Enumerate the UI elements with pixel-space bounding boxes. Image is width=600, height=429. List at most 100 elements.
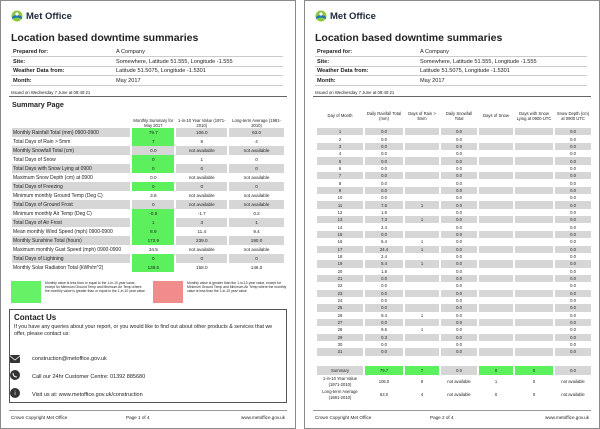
cell bbox=[479, 150, 513, 157]
cell bbox=[515, 172, 553, 180]
cell bbox=[405, 341, 439, 348]
cell bbox=[515, 268, 553, 275]
cell: 190.0 bbox=[229, 236, 284, 245]
cell: not available bbox=[243, 175, 270, 180]
cell: 9.4 bbox=[253, 229, 260, 234]
cell bbox=[479, 282, 513, 289]
cell bbox=[479, 297, 513, 304]
logo-text: Met Office bbox=[330, 10, 376, 22]
info-row: Weather Data from: Latitude 51.5075, Long… bbox=[11, 67, 283, 76]
cell: 2.4 bbox=[381, 224, 387, 230]
column-header: Snow Depth (cm) at 0900 UTC bbox=[556, 110, 590, 121]
summary-row: Total Days with Snow Lying at 0900 0 0 0 bbox=[12, 164, 284, 173]
summary-row: Minimum monthly Ground Temp (Deg C) 3.8 no… bbox=[12, 191, 284, 200]
cell: 106.0 bbox=[378, 379, 390, 384]
cell bbox=[405, 318, 439, 327]
cell: 0.0 bbox=[441, 318, 477, 327]
cell: 0.0 bbox=[456, 224, 462, 230]
cell: 3 bbox=[317, 142, 363, 151]
cell: 0.0 bbox=[555, 216, 591, 224]
column-header: 1-in-10 Year Value (1971-2010) bbox=[178, 117, 226, 128]
info-label: Prepared for: bbox=[13, 49, 49, 55]
daily-row: 21 0.0 0.0 0.0 bbox=[317, 274, 591, 283]
info-row: Month: May 2017 bbox=[315, 77, 587, 86]
cell bbox=[479, 326, 513, 333]
cell bbox=[405, 209, 439, 216]
cell: 1 bbox=[317, 128, 363, 136]
rule bbox=[9, 96, 287, 97]
cell: 0.0 bbox=[456, 327, 462, 333]
column-header: Days with Snow Lying at 0900 UTC bbox=[516, 110, 552, 121]
cell: 0.0 bbox=[365, 142, 403, 151]
daily-row: 11 7.6 1 0.0 0.0 bbox=[317, 201, 591, 209]
cell: 0.0 bbox=[441, 172, 477, 180]
daily-row: 28 9.6 1 0.0 0.0 bbox=[317, 326, 591, 333]
cell: 3.8 bbox=[150, 193, 157, 198]
cell bbox=[479, 179, 513, 186]
title: Location based downtime summaries bbox=[11, 32, 199, 44]
logo-icon bbox=[11, 10, 23, 22]
cell: 0 bbox=[479, 366, 513, 375]
cell: 4 bbox=[338, 151, 342, 157]
cell: 0.0 bbox=[456, 209, 462, 215]
footer-text: Crown Copyright Met Office bbox=[315, 415, 372, 420]
cell bbox=[515, 209, 553, 216]
daily-row: 3 0.0 0.0 0.0 bbox=[317, 142, 591, 151]
cell bbox=[515, 348, 553, 356]
summary-row: Total Days of Snow 0 1 0 bbox=[12, 155, 284, 164]
info-label: Month: bbox=[13, 77, 32, 84]
cell: not available bbox=[229, 200, 284, 209]
summary-row: Maximum Snow Depth (cm) at 0900 0.0 not av… bbox=[12, 173, 284, 182]
daily-row: 14 2.4 0.0 0.0 bbox=[317, 223, 591, 230]
svg-text:i: i bbox=[14, 391, 15, 397]
cell bbox=[479, 172, 513, 180]
cell: 31 bbox=[317, 348, 363, 356]
cell: not available bbox=[243, 247, 270, 252]
cell: 1 bbox=[420, 239, 424, 245]
row-label: Monthly Solar Radiation Total (kWh/m^2) bbox=[13, 264, 104, 271]
legend-swatch bbox=[11, 281, 41, 303]
cell: 0.0 bbox=[456, 342, 462, 348]
info-label: Weather Data from: bbox=[13, 68, 65, 74]
cell: 7 bbox=[132, 137, 175, 146]
cell bbox=[479, 312, 513, 319]
cell: 1 bbox=[420, 327, 424, 333]
cell: 0 bbox=[132, 200, 175, 209]
contact-email: construction@metoffice.gov.uk bbox=[32, 356, 107, 362]
daily-table: Day of Month Daily Rainfall Total (mm) Day… bbox=[315, 104, 593, 356]
cell: not available bbox=[188, 175, 215, 180]
cell: not available bbox=[447, 392, 471, 397]
daily-row: 1 0.0 0.0 0.0 bbox=[317, 128, 591, 136]
cell: 1 bbox=[405, 216, 439, 224]
daily-row: 12 1.6 0.0 0.0 bbox=[317, 209, 591, 216]
cell: 0.0 bbox=[456, 165, 462, 171]
daily-row: 27 0.0 0.0 0.0 bbox=[317, 318, 591, 327]
cell bbox=[515, 186, 553, 195]
cell bbox=[479, 304, 513, 312]
cell: 0.0 bbox=[441, 201, 477, 209]
cell: 139.5 bbox=[132, 263, 175, 272]
cell: 0.0 bbox=[365, 289, 403, 297]
cell bbox=[479, 223, 513, 230]
cell: 9.4 bbox=[381, 312, 387, 318]
info-row: Weather Data from: Latitude 51.5075, Long… bbox=[315, 67, 587, 76]
logo-icon bbox=[315, 10, 327, 22]
contact-phone: Call our 24hr Customer Centre: 01392 885… bbox=[32, 374, 146, 380]
daily-row: 15 0.0 0.0 0.0 bbox=[317, 230, 591, 239]
row-label: Total Days of Rain > 5mm bbox=[13, 138, 71, 145]
summary-row: Total Days of Ground Frost 0 not available… bbox=[12, 200, 284, 209]
cell: 0.0 bbox=[441, 333, 477, 341]
row-label: Minimum monthly Air Temp (Deg C) bbox=[13, 210, 92, 217]
daily-row: 7 0.0 0.0 0.0 bbox=[317, 172, 591, 180]
cell bbox=[479, 230, 513, 239]
daily-row: 26 9.4 1 0.0 0.0 bbox=[317, 312, 591, 319]
contact-icons: i bbox=[9, 355, 21, 398]
cell: 8.9 bbox=[132, 227, 175, 236]
cell: -1.7 bbox=[197, 211, 206, 216]
cell bbox=[405, 135, 439, 142]
daily-row: 23 0.0 0.0 0.0 bbox=[317, 289, 591, 297]
cell bbox=[515, 230, 553, 239]
daily-row: 8 0.0 0.0 0.0 bbox=[317, 179, 591, 186]
cell: 0.0 bbox=[555, 318, 591, 327]
cell: 29 bbox=[317, 333, 363, 341]
